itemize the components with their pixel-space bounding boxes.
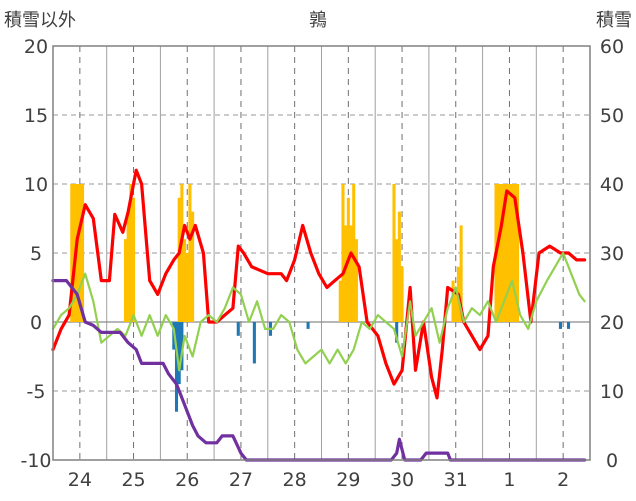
- bar-mark: [454, 294, 458, 322]
- bar-mark: [392, 184, 396, 322]
- y-left-tick-label: -10: [20, 450, 51, 472]
- bar-mark: [180, 184, 184, 322]
- bar-mark: [344, 225, 348, 322]
- series-line-3: [51, 251, 586, 372]
- bar-mark: [177, 322, 181, 385]
- y-right-tick-label: 40: [600, 174, 624, 196]
- y-right-tick-label: 20: [600, 312, 624, 334]
- y-right-tick-label: 30: [600, 243, 624, 265]
- y-left-tick-label: 0: [30, 312, 42, 334]
- bar-mark: [185, 253, 189, 322]
- x-category-label: 30: [390, 469, 414, 491]
- y-right-tick-label: 10: [600, 381, 624, 403]
- bar-mark: [126, 211, 130, 322]
- bar-mark: [78, 184, 82, 322]
- bar-mark: [354, 239, 358, 322]
- bar-mark: [80, 184, 85, 322]
- bar-mark: [566, 322, 571, 329]
- y-left-tick-label: 10: [24, 174, 48, 196]
- line-series: [51, 168, 587, 462]
- bar-mark: [306, 322, 310, 329]
- bar-mark: [352, 184, 356, 322]
- tick-labels: -10 0 -5 10 0 20 5 30 10 40 15 50 20 60 24 25 26 27 28 29 30…: [20, 36, 624, 491]
- plot-frame: [52, 45, 591, 461]
- series-line-2: [51, 168, 587, 400]
- bar-mark: [497, 184, 501, 322]
- y-right-tick-label: 60: [600, 36, 624, 58]
- bar-mark: [123, 239, 128, 322]
- bar-mark: [507, 184, 511, 322]
- chart-title: 鶉: [309, 10, 327, 31]
- bar-mark: [338, 280, 342, 322]
- bar-mark: [502, 184, 506, 322]
- y-left-tick-label: -5: [27, 381, 46, 403]
- x-category-label: 25: [121, 469, 145, 491]
- bar-mark: [459, 225, 463, 322]
- bar-mark: [252, 322, 256, 364]
- x-category-label: 26: [175, 469, 199, 491]
- bar-mark: [129, 184, 133, 322]
- bar-mark: [395, 322, 399, 343]
- bar-mark: [515, 184, 520, 322]
- y-left-axis-title: 積雪以外: [4, 10, 76, 31]
- x-category-label: 2: [557, 469, 569, 491]
- bar-mark: [174, 322, 179, 412]
- bar-mark: [341, 184, 345, 322]
- bar-mark: [70, 184, 74, 322]
- bar-mark: [188, 184, 192, 322]
- bar-mark: [499, 184, 503, 322]
- bar-mark: [395, 239, 399, 322]
- bar-mark: [505, 184, 509, 322]
- x-category-label: 27: [229, 469, 253, 491]
- x-category-label: 29: [336, 469, 360, 491]
- bar-mark: [400, 266, 404, 322]
- bar-mark: [183, 239, 187, 322]
- y-right-tick-label: 0: [606, 450, 618, 472]
- x-category-label: 28: [283, 469, 307, 491]
- bar-mark: [349, 225, 353, 322]
- x-category-label: 1: [503, 469, 515, 491]
- bar-mark: [397, 211, 401, 322]
- series-line-4: [51, 279, 587, 462]
- bar-mark: [191, 211, 195, 322]
- y-right-axis-title: 積雪: [596, 10, 632, 31]
- y-right-tick-label: 50: [600, 105, 624, 127]
- bar-mark: [510, 184, 514, 322]
- bar-mark: [236, 322, 240, 336]
- x-category-label: 24: [68, 469, 92, 491]
- x-category-label: 31: [444, 469, 468, 491]
- y-left-tick-label: 15: [24, 105, 48, 127]
- bar-mark: [177, 197, 181, 322]
- bar-mark: [558, 322, 563, 329]
- bar-mark: [451, 280, 455, 322]
- y-left-tick-label: 5: [30, 243, 42, 265]
- bar-mark: [513, 184, 517, 322]
- bar-mark: [132, 197, 136, 322]
- y-left-tick-label: 20: [24, 36, 48, 58]
